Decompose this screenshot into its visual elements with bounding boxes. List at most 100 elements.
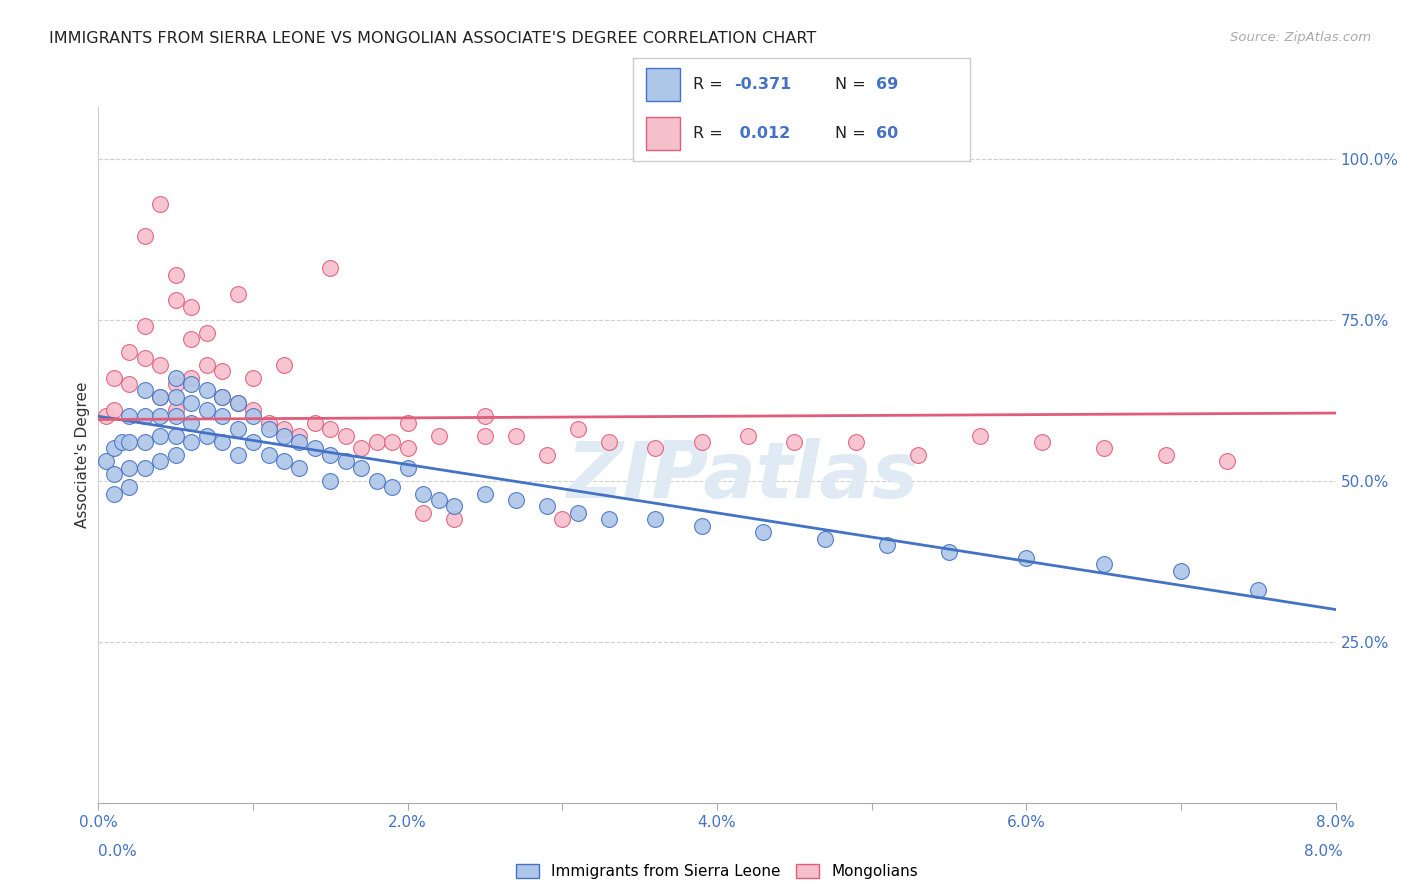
Text: R =: R =: [693, 77, 728, 92]
Point: [211, 364, 233, 378]
Point: [783, 435, 806, 450]
Point: [381, 435, 404, 450]
Point: [969, 428, 991, 442]
Point: [103, 370, 125, 384]
Text: 0.0%: 0.0%: [98, 845, 138, 859]
Point: [814, 532, 837, 546]
Point: [288, 435, 311, 450]
Point: [165, 409, 187, 424]
Point: [752, 525, 775, 540]
Point: [1031, 435, 1053, 450]
Point: [134, 384, 156, 398]
Point: [443, 512, 465, 526]
Point: [195, 358, 218, 372]
Point: [443, 500, 465, 514]
Point: [226, 448, 249, 462]
Point: [211, 435, 233, 450]
Point: [1015, 551, 1038, 566]
Point: [366, 435, 388, 450]
Point: [396, 416, 419, 430]
Point: [165, 448, 187, 462]
Point: [350, 460, 373, 475]
Point: [366, 474, 388, 488]
Text: ZIPatlas: ZIPatlas: [565, 438, 918, 514]
Point: [242, 370, 264, 384]
Point: [149, 390, 172, 404]
Text: N =: N =: [835, 77, 872, 92]
Point: [134, 228, 156, 243]
Point: [427, 428, 450, 442]
Point: [103, 442, 125, 456]
Point: [165, 402, 187, 417]
Point: [165, 377, 187, 392]
Point: [396, 460, 419, 475]
Text: IMMIGRANTS FROM SIERRA LEONE VS MONGOLIAN ASSOCIATE'S DEGREE CORRELATION CHART: IMMIGRANTS FROM SIERRA LEONE VS MONGOLIA…: [49, 31, 817, 46]
Point: [226, 396, 249, 410]
Point: [165, 268, 187, 282]
Point: [134, 460, 156, 475]
Point: [273, 422, 295, 436]
Point: [257, 448, 280, 462]
FancyBboxPatch shape: [647, 69, 681, 101]
Point: [195, 384, 218, 398]
Point: [257, 416, 280, 430]
Point: [111, 435, 134, 450]
Point: [1154, 448, 1177, 462]
Point: [1092, 558, 1115, 572]
Point: [319, 261, 342, 276]
Point: [134, 435, 156, 450]
Point: [536, 448, 558, 462]
Point: [165, 390, 187, 404]
Point: [226, 396, 249, 410]
Point: [165, 428, 187, 442]
Point: [149, 196, 172, 211]
Text: -0.371: -0.371: [734, 77, 792, 92]
Text: 69: 69: [876, 77, 898, 92]
Point: [195, 428, 218, 442]
Point: [938, 544, 960, 558]
Point: [1247, 583, 1270, 598]
Point: [412, 506, 434, 520]
Point: [195, 402, 218, 417]
Point: [288, 428, 311, 442]
Point: [257, 422, 280, 436]
Point: [180, 332, 202, 346]
Y-axis label: Associate's Degree: Associate's Degree: [75, 382, 90, 528]
Text: 60: 60: [876, 127, 898, 142]
Legend: Immigrants from Sierra Leone, Mongolians: Immigrants from Sierra Leone, Mongolians: [510, 858, 924, 886]
Text: Source: ZipAtlas.com: Source: ZipAtlas.com: [1230, 31, 1371, 45]
Point: [118, 460, 141, 475]
Point: [180, 300, 202, 314]
Point: [134, 351, 156, 366]
Point: [149, 358, 172, 372]
Point: [180, 377, 202, 392]
Point: [118, 435, 141, 450]
Point: [134, 409, 156, 424]
Point: [273, 358, 295, 372]
Point: [1170, 564, 1192, 578]
Point: [598, 512, 620, 526]
Point: [474, 486, 496, 500]
Point: [1216, 454, 1239, 468]
Point: [845, 435, 868, 450]
Point: [96, 454, 118, 468]
Point: [474, 428, 496, 442]
Point: [211, 390, 233, 404]
Point: [644, 512, 666, 526]
Point: [103, 402, 125, 417]
Text: 0.012: 0.012: [734, 127, 790, 142]
Point: [226, 286, 249, 301]
Point: [103, 467, 125, 482]
Point: [242, 402, 264, 417]
Point: [195, 326, 218, 340]
Point: [242, 435, 264, 450]
Point: [226, 422, 249, 436]
Point: [737, 428, 759, 442]
Point: [180, 435, 202, 450]
Point: [319, 474, 342, 488]
Point: [149, 409, 172, 424]
Text: N =: N =: [835, 127, 872, 142]
Point: [567, 422, 589, 436]
Point: [536, 500, 558, 514]
Point: [396, 442, 419, 456]
